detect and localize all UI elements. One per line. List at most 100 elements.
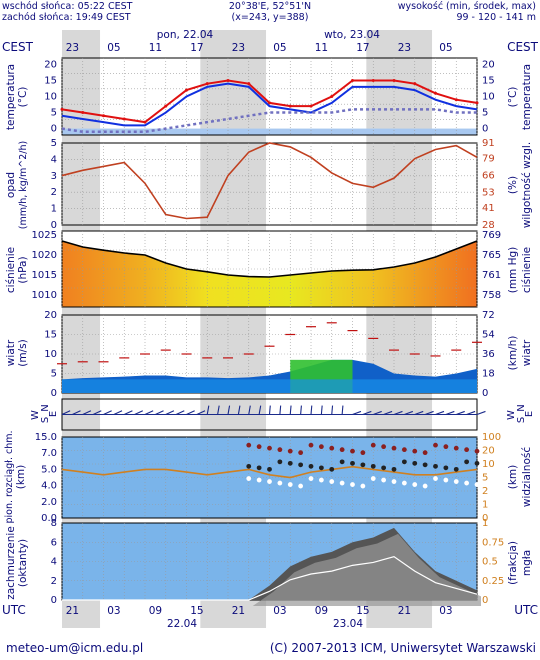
- temp-point: [60, 107, 64, 111]
- bottom-hour-label: 03: [273, 605, 286, 617]
- cloud-extent-dot: [308, 463, 314, 469]
- cloud-extent-dot: [246, 476, 252, 481]
- cloud-extent-dot: [318, 444, 324, 450]
- altitude-label: wysokość (min, środek, max): [398, 1, 536, 12]
- wind-direction-arrow: [124, 410, 133, 415]
- bottom-hour-label: 15: [190, 605, 203, 617]
- top-day-1: pon, 22.04: [157, 29, 214, 41]
- wind-direction-arrow: [435, 410, 445, 416]
- cloud-extent-dot: [298, 462, 304, 468]
- temp-point: [371, 78, 375, 82]
- humidity-tick: 28: [482, 220, 495, 231]
- precip-tick: 3: [51, 171, 57, 182]
- temp-tick-left: 10: [44, 92, 57, 103]
- cloud-extent-dot: [381, 444, 387, 450]
- cloud-extent-dot: [360, 450, 366, 456]
- bottom-hour-label: 21: [66, 605, 79, 617]
- temp-point: [122, 117, 126, 121]
- top-hour-label: 05: [439, 42, 452, 54]
- cloud-extent-dot: [401, 459, 407, 465]
- wind-direction-arrow: [393, 410, 403, 416]
- wind-right-unit: (km/h): [507, 336, 519, 371]
- wind-direction-arrow: [217, 405, 220, 415]
- wind-tick-right: 72: [482, 310, 495, 321]
- fog-tick-right: 0: [482, 595, 488, 606]
- wind-tick-right: 0: [482, 388, 488, 399]
- wind-direction-arrow: [414, 410, 424, 416]
- cloud-extent-dot: [401, 480, 407, 486]
- wind-tick-right: 36: [482, 349, 495, 360]
- pressure-tick-right: 761: [482, 270, 501, 281]
- footer-copyright: (C) 2007-2013 ICM, Uniwersytet Warszawsk…: [270, 641, 536, 655]
- cloud-extent-dot: [329, 466, 335, 472]
- wind-direction-arrow: [352, 410, 362, 416]
- cloud-extent-dot: [381, 465, 387, 471]
- cloud-extent-dot: [360, 483, 366, 489]
- cloud-extent-dot: [246, 442, 252, 448]
- precip-left-unit: (mm/h, kg/m^2/h): [18, 141, 29, 229]
- wind-direction-arrow: [320, 405, 323, 415]
- wind-right-label: wiatr: [521, 339, 533, 366]
- temp-point: [288, 104, 292, 108]
- bottom-hour-label: 09: [315, 605, 328, 617]
- cloud-extent-dot: [391, 466, 397, 472]
- top-hour-labels: 23 05 11 17 23 05 11 17 23 05: [66, 42, 453, 54]
- top-hour-label: 17: [356, 42, 369, 54]
- wind-direction-arrow: [476, 410, 486, 416]
- temp-point: [434, 91, 437, 95]
- humidity-tick: 53: [482, 187, 495, 198]
- wind-direction-arrow: [341, 405, 344, 415]
- humidity-right-label: wilgotność wzgl.: [521, 142, 533, 228]
- cloud-extent-dot: [287, 460, 293, 466]
- fog-right-unit: (frakcja): [507, 541, 519, 585]
- top-tz-right: CEST: [507, 40, 539, 54]
- cloud-extent-dot: [443, 444, 449, 450]
- wind-direction-arrow: [466, 410, 476, 416]
- temp-series-1: [61, 82, 478, 127]
- cloud-extent-dot: [298, 450, 304, 456]
- altitude-values: 99 - 120 - 141 m: [456, 12, 536, 23]
- coordinates-text: 20°38'E, 52°51'N: [229, 1, 311, 12]
- temp-point: [143, 120, 147, 124]
- wind-tick-left: 10: [44, 349, 57, 360]
- wind-low-area: [62, 379, 477, 393]
- wind-direction-arrow: [248, 405, 251, 415]
- top-hour-label: 23: [232, 42, 245, 54]
- footer-email: meteo-um@icm.edu.pl: [6, 641, 143, 655]
- top-hour-label: 23: [66, 42, 79, 54]
- temp-tick-left: 5: [51, 108, 57, 119]
- top-hour-label: 05: [273, 42, 286, 54]
- wind-left-label: wiatr: [5, 339, 17, 366]
- wind-direction-arrow: [206, 405, 210, 415]
- wind-direction-arrow: [134, 410, 144, 415]
- wind-direction-arrow: [424, 410, 434, 416]
- temp-point: [102, 114, 105, 118]
- cloud-extent-dot: [298, 483, 304, 489]
- temp-tick-left: 15: [44, 75, 57, 86]
- bottom-tz-left: UTC: [2, 603, 26, 617]
- cloud-extent-dot: [246, 463, 252, 469]
- pressure-tick-right: 758: [482, 290, 501, 301]
- wind-direction-arrow: [300, 405, 302, 415]
- vis-tick-left: 7.0: [41, 448, 57, 459]
- vis-tick-right: 5: [482, 473, 488, 484]
- temp-point: [351, 78, 354, 82]
- cloud-extent-dot: [443, 465, 449, 471]
- temp-tick-right: 20: [482, 59, 495, 70]
- cloud-extent-dot: [391, 445, 397, 451]
- cloud-extent-dot: [318, 477, 324, 483]
- wind-direction-arrow: [72, 410, 81, 415]
- fog-tick-right: 1: [482, 518, 488, 529]
- temp-tick-right: 10: [482, 92, 495, 103]
- wind-direction-arrow: [186, 410, 195, 415]
- fog-tick-right: 0.75: [482, 537, 504, 548]
- cloud-extent-dot: [433, 476, 438, 481]
- wind-direction-arrow: [227, 405, 231, 415]
- temp-tick-left: 0: [51, 124, 57, 135]
- cloud-extent-dot: [256, 444, 262, 450]
- bottom-tz-right: UTC: [514, 603, 538, 617]
- precip-left-label: opad: [5, 172, 17, 198]
- cloud-extent-dot: [474, 448, 480, 454]
- pressure-tick-right: 765: [482, 250, 501, 261]
